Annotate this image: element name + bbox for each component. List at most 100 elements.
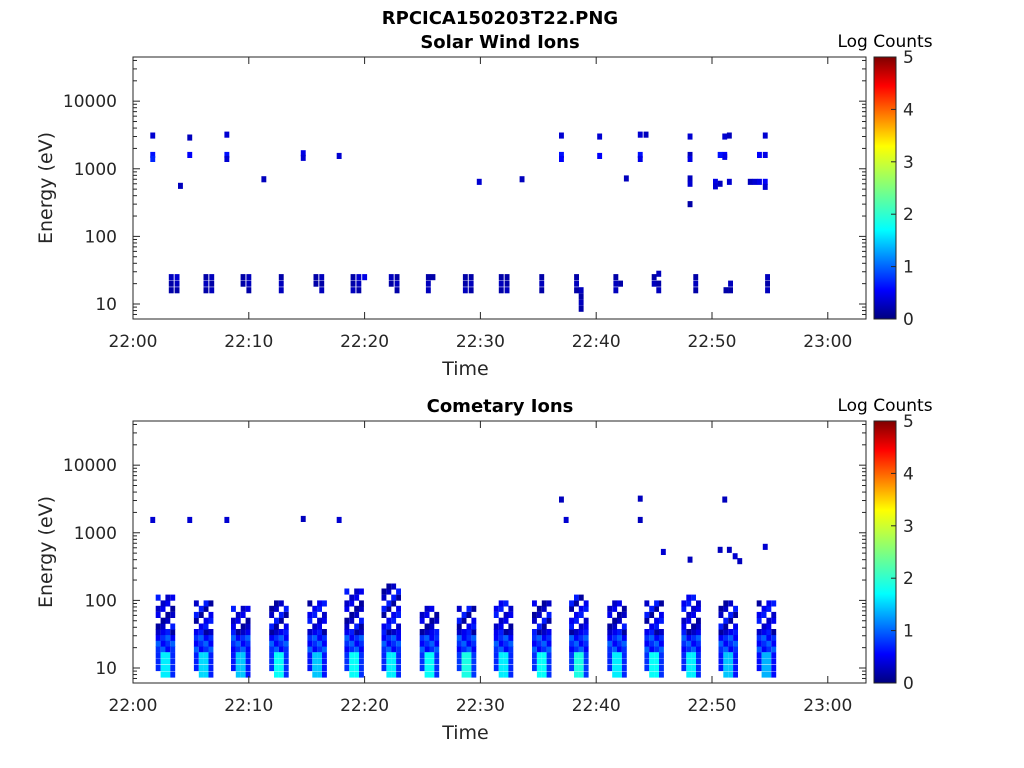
burst-cell xyxy=(696,623,701,630)
burst-cell xyxy=(493,646,499,653)
burst-cell xyxy=(498,658,504,665)
count-cell xyxy=(722,496,728,503)
count-cell xyxy=(278,280,284,287)
burst-cell xyxy=(466,640,472,647)
count-cell xyxy=(722,153,728,160)
burst-cell xyxy=(396,671,401,678)
burst-cell xyxy=(612,623,618,630)
burst-cell xyxy=(434,665,440,672)
burst-cell xyxy=(274,652,279,659)
burst-cell xyxy=(235,665,241,672)
burst-cell xyxy=(312,629,318,636)
burst-cell xyxy=(312,640,318,647)
count-cell xyxy=(713,178,718,185)
burst-cell xyxy=(456,605,462,612)
count-cell xyxy=(150,151,156,158)
burst-cell xyxy=(728,634,734,641)
burst-cell xyxy=(718,629,724,636)
burst-cell xyxy=(269,665,275,672)
burst-cell xyxy=(429,652,435,659)
burst-cell xyxy=(354,605,360,612)
burst-cell xyxy=(344,629,350,636)
burst-cell xyxy=(170,671,176,678)
burst-cell xyxy=(607,658,613,665)
burst-cell xyxy=(756,629,762,636)
burst-cell xyxy=(283,665,289,672)
burst-cell xyxy=(198,658,204,665)
burst-cell xyxy=(424,629,430,636)
burst-cell xyxy=(536,658,542,665)
count-cell xyxy=(224,516,230,523)
burst-cell xyxy=(434,640,440,647)
burst-cell xyxy=(208,640,214,647)
burst-cell xyxy=(761,652,767,659)
count-cell xyxy=(762,132,768,139)
burst-cell xyxy=(659,634,664,641)
count-cell xyxy=(394,287,400,294)
burst-cell xyxy=(317,671,322,678)
burst-cell xyxy=(359,640,364,647)
burst-cell xyxy=(198,646,204,653)
count-cell xyxy=(637,495,643,502)
burst-cell xyxy=(536,646,542,653)
count-cell xyxy=(394,280,400,287)
burst-cell xyxy=(612,652,618,659)
burst-cell xyxy=(691,629,696,636)
count-cell xyxy=(278,274,284,281)
burst-cell xyxy=(354,640,360,647)
count-cell xyxy=(651,274,657,281)
burst-cell xyxy=(546,665,552,672)
count-cell xyxy=(693,287,699,294)
count-cell xyxy=(597,152,603,159)
burst-cell xyxy=(208,658,214,665)
burst-cell xyxy=(307,665,313,672)
burst-cell xyxy=(344,640,350,647)
burst-cell xyxy=(349,671,355,678)
burst-cell xyxy=(208,600,214,607)
burst-cell xyxy=(532,611,537,618)
burst-cell xyxy=(691,640,696,647)
burst-cell xyxy=(193,600,199,607)
burst-cell xyxy=(240,623,246,630)
burst-cell xyxy=(569,605,574,612)
burst-cell xyxy=(686,646,692,653)
x-axis-label: Time xyxy=(441,358,489,380)
count-cell xyxy=(656,280,662,287)
burst-cell xyxy=(574,617,579,624)
burst-cell xyxy=(696,646,701,653)
burst-cell xyxy=(493,629,499,636)
colorbar-tick-label: 2 xyxy=(903,569,914,589)
burst-cell xyxy=(649,634,655,641)
burst-cell xyxy=(771,611,777,618)
burst-cell xyxy=(503,646,509,653)
burst-cell xyxy=(193,617,199,624)
burst-cell xyxy=(498,634,504,641)
burst-cell xyxy=(733,665,738,672)
burst-cell xyxy=(165,665,171,672)
burst-cell xyxy=(696,671,701,678)
burst-cell xyxy=(466,611,472,618)
burst-cell xyxy=(574,611,579,618)
burst-cell xyxy=(756,646,762,653)
burst-cell xyxy=(498,665,504,672)
burst-cell xyxy=(429,629,435,636)
burst-cell xyxy=(723,671,729,678)
burst-cell xyxy=(419,640,425,647)
count-cell xyxy=(747,178,753,185)
burst-cell xyxy=(307,646,313,653)
burst-cell xyxy=(503,600,509,607)
burst-cell xyxy=(578,646,584,653)
colorbar-tick-label: 4 xyxy=(903,100,914,120)
count-cell xyxy=(717,180,723,187)
burst-cell xyxy=(617,640,622,647)
burst-cell xyxy=(235,646,241,653)
burst-cell xyxy=(312,611,318,618)
burst-cell xyxy=(578,634,584,641)
burst-cell xyxy=(386,600,392,607)
count-cell xyxy=(765,274,770,281)
burst-cell xyxy=(546,640,552,647)
burst-cell xyxy=(546,617,552,624)
burst-cell xyxy=(307,652,313,659)
burst-cell xyxy=(583,640,589,647)
burst-cell xyxy=(396,629,401,636)
